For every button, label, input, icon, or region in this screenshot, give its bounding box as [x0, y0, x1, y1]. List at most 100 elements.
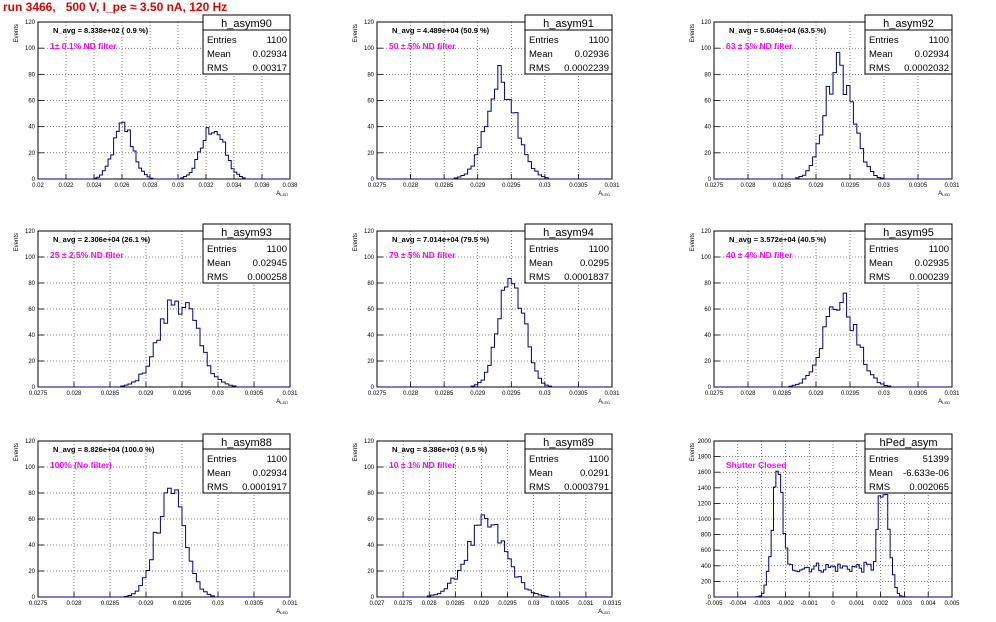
- x-tick-label: 0.0305: [569, 391, 588, 397]
- x-tick-label: 0.0285: [773, 183, 792, 189]
- stats-label: Entries: [207, 244, 237, 255]
- x-tick-label: 0.0295: [502, 391, 521, 397]
- n-avg-label: N_avg = 2.306e+04 (26.1 %): [53, 235, 151, 244]
- y-axis-title: Events: [690, 443, 696, 461]
- x-axis-title: ALED: [598, 399, 610, 405]
- y-axis-title: Events: [353, 233, 359, 251]
- x-tick-label: 0.0295: [498, 601, 517, 607]
- stats-label: Mean: [529, 49, 553, 60]
- stats-value: 0.02934: [915, 49, 949, 60]
- stats-label: Mean: [869, 49, 893, 60]
- histogram-panel-hPed_asym: -0.005 -0.004 -0.003 -0.002 -0.001 0 0.001 0.00…: [690, 433, 960, 607]
- x-tick-label: 0.0285: [435, 391, 454, 397]
- run-title: run 3466, 500 V, I_pe ≈ 3.50 nA, 120 Hz: [3, 0, 228, 14]
- stats-title: h_asym89: [543, 437, 594, 449]
- stats-box: [864, 14, 953, 75]
- x-tick-label: 0.022: [58, 183, 74, 189]
- y-tick-label: 80: [367, 491, 374, 497]
- x-tick-label: 0.028: [740, 391, 756, 397]
- y-tick-label: 120: [364, 439, 375, 445]
- stats-label: Mean: [207, 49, 231, 60]
- stats-value: 0.02934: [253, 468, 287, 479]
- y-tick-label: 200: [701, 579, 712, 585]
- stats-value: 0.02945: [253, 258, 287, 269]
- y-tick-label: 100: [364, 465, 375, 471]
- x-tick-label: 0.0275: [368, 391, 387, 397]
- stats-box: [524, 223, 613, 284]
- stats-label: RMS: [529, 63, 550, 74]
- stats-title: h_asym92: [883, 18, 934, 30]
- stats-label: RMS: [869, 272, 890, 283]
- x-tick-label: 0.028: [66, 391, 82, 397]
- y-tick-label: 120: [25, 439, 36, 445]
- histogram-panel-h_asym95: 0.0275 0.028 0.0285 0.029 0.0295 0.03 0.0305 0.…: [690, 223, 960, 405]
- stats-value: 1100: [589, 454, 609, 465]
- y-tick-label: 100: [25, 46, 36, 52]
- x-tick-label: 0.028: [403, 391, 419, 397]
- x-tick-label: 0.0275: [29, 601, 48, 607]
- stats-title: h_asym93: [221, 227, 272, 239]
- x-tick-label: 0.028: [422, 601, 438, 607]
- filter-note: Shutter Closed: [726, 460, 786, 470]
- y-tick-label: 2000: [698, 439, 712, 445]
- y-tick-label: 60: [367, 517, 374, 523]
- stats-label: Entries: [869, 244, 899, 255]
- y-tick-label: 0: [708, 595, 712, 601]
- y-tick-label: 1000: [698, 517, 712, 523]
- y-tick-label: 1600: [698, 470, 712, 476]
- x-tick-label: 0.03: [539, 183, 551, 189]
- x-tick-label: 0.0305: [551, 601, 570, 607]
- stats-label: RMS: [207, 63, 228, 74]
- x-tick-label: 0.0305: [569, 183, 588, 189]
- y-tick-label: 20: [704, 151, 711, 157]
- x-tick-label: 0.031: [604, 183, 620, 189]
- stats-value: 0.0001917: [242, 482, 287, 493]
- x-tick-label: 0.028: [66, 601, 82, 607]
- y-tick-label: 60: [704, 307, 711, 313]
- stats-value: 0.002065: [909, 482, 949, 493]
- filter-note: 40 ± 4% ND filter: [726, 250, 793, 260]
- filter-note: 1± 0.1% ND filter: [50, 41, 117, 51]
- histogram-bars-h_asym90: [38, 121, 290, 180]
- histogram-bars-h_asym88: [38, 487, 290, 598]
- stats-box: [524, 433, 613, 494]
- stats-label: Entries: [207, 35, 237, 46]
- x-tick-label: 0.03: [528, 601, 540, 607]
- y-tick-label: 60: [367, 307, 374, 313]
- x-tick-label: 0.0295: [841, 391, 860, 397]
- x-tick-label: 0.0275: [29, 391, 48, 397]
- filter-note: 100% (No filter): [50, 460, 112, 470]
- stats-title: h_asym90: [221, 18, 272, 30]
- y-tick-label: 100: [25, 465, 36, 471]
- x-tick-label: 0.029: [470, 391, 486, 397]
- x-tick-label: 0.038: [282, 183, 298, 189]
- stats-label: Entries: [529, 454, 559, 465]
- n-avg-label: N_avg = 8.826e+04 (100.0 %): [53, 445, 155, 454]
- x-tick-label: 0.0275: [705, 183, 724, 189]
- y-tick-label: 100: [364, 46, 375, 52]
- y-tick-label: 40: [367, 543, 374, 549]
- n-avg-label: N_avg = 8.386e+03 ( 9.5 %): [392, 445, 488, 454]
- x-tick-label: 0.0275: [705, 391, 724, 397]
- stats-value: 1100: [267, 454, 287, 465]
- y-tick-label: 20: [28, 151, 35, 157]
- y-tick-label: 1200: [698, 501, 712, 507]
- x-tick-label: 0.0275: [394, 601, 413, 607]
- x-tick-label: 0.029: [808, 183, 824, 189]
- x-tick-label: 0.029: [808, 391, 824, 397]
- x-tick-label: 0.028: [403, 183, 419, 189]
- x-tick-label: -0.005: [705, 601, 723, 607]
- histogram-panel-h_asym93: 0.0275 0.028 0.0285 0.029 0.0295 0.03 0.0305 0.…: [14, 223, 298, 405]
- histogram-bars-hPed_asym: [714, 470, 952, 598]
- y-tick-label: 60: [28, 307, 35, 313]
- y-tick-label: 120: [25, 20, 36, 26]
- stats-label: RMS: [529, 272, 550, 283]
- histogram-bars-h_asym92: [714, 51, 952, 180]
- stats-label: RMS: [529, 482, 550, 493]
- x-axis-title: ALED: [276, 399, 288, 405]
- stats-box: [202, 223, 291, 284]
- stats-value: 0.000239: [909, 272, 949, 283]
- x-tick-label: 0.036: [254, 183, 270, 189]
- x-tick-label: 0.031: [604, 391, 620, 397]
- histogram-panel-h_asym90: 0.02 0.022 0.024 0.026 0.028 0.03 0.032 0.034 0.…: [14, 14, 298, 197]
